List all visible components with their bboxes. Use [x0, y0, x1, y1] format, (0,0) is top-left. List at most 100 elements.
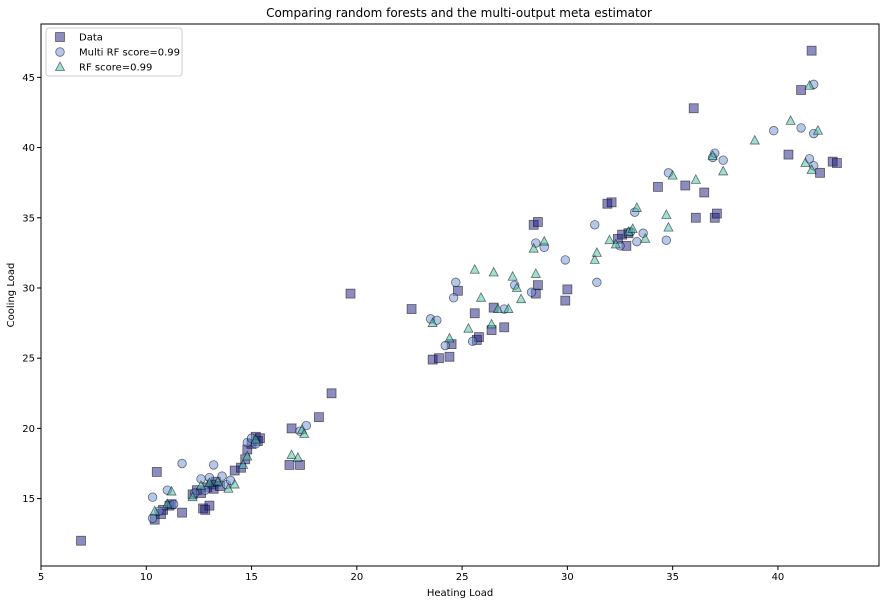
- multi-rf-point: [208, 460, 219, 470]
- rf-point: [690, 174, 701, 184]
- data-point-square: [76, 535, 86, 546]
- y-tick-label: 30: [22, 283, 35, 294]
- data-point-square: [690, 212, 701, 223]
- rf-point: [627, 223, 638, 233]
- rf-point: [187, 491, 198, 502]
- x-axis-label: Heating Load: [427, 588, 493, 599]
- data-point-square: [796, 85, 806, 95]
- rf-point: [162, 498, 173, 509]
- data-point-square: [286, 423, 297, 434]
- legend-entry-label: Data: [79, 33, 103, 44]
- y-tick-label: 35: [22, 213, 35, 224]
- legend: Data Multi RF score=0.99 RF score=0.99: [45, 27, 183, 77]
- rf-point: [463, 322, 474, 333]
- rf-point: [661, 209, 672, 219]
- multi-rf-point: [590, 220, 600, 230]
- data-point-square: [562, 284, 573, 295]
- data-point-square: [151, 467, 162, 477]
- data-point-square: [831, 158, 842, 168]
- rf-point: [806, 164, 817, 174]
- multi-rf-point: [592, 277, 602, 288]
- rf-point: [204, 477, 215, 488]
- multi-rf-point: [769, 126, 779, 136]
- data-point-square: [688, 103, 699, 114]
- multi-rf-point: [661, 235, 672, 245]
- rf-point: [229, 478, 240, 489]
- multi-rf-point: [467, 336, 478, 347]
- legend-box: [45, 27, 183, 77]
- rf-point: [166, 485, 177, 496]
- rf-point: [667, 169, 678, 180]
- data-point-square: [204, 500, 215, 511]
- data-point-square: [606, 197, 617, 208]
- rf-point: [286, 449, 297, 459]
- rf-point: [242, 450, 253, 461]
- rf-point: [528, 242, 539, 253]
- multi-rf-point: [448, 293, 459, 303]
- data-marks: [76, 45, 842, 546]
- rf-point: [804, 79, 815, 90]
- data-point-square: [680, 180, 691, 191]
- rf-point: [604, 234, 615, 245]
- data-point-square: [653, 181, 663, 192]
- rf-point: [427, 317, 438, 327]
- rf-point: [195, 480, 207, 490]
- rf-point: [812, 124, 824, 135]
- x-axis-ticks: 5 10 15 20 25 30 35 40: [38, 566, 784, 583]
- x-tick-label: 25: [456, 572, 469, 583]
- rf-point: [149, 505, 160, 516]
- x-tick-label: 10: [140, 572, 153, 583]
- data-point-square: [444, 351, 455, 362]
- rf-point: [237, 459, 249, 469]
- y-tick-label: 25: [22, 354, 35, 365]
- x-tick-label: 40: [772, 572, 785, 583]
- rf-point: [640, 232, 651, 243]
- y-axis-label: Cooling Load: [6, 263, 17, 328]
- data-point-square: [699, 187, 710, 198]
- plot-frame: [40, 23, 880, 567]
- rf-point: [663, 221, 674, 232]
- multi-rf-point: [177, 458, 187, 469]
- rf-point: [503, 303, 514, 313]
- multi-rf-point: [560, 255, 570, 265]
- rf-point: [488, 266, 499, 277]
- data-point-square: [783, 149, 794, 160]
- rf-point: [749, 134, 760, 145]
- data-point-square: [284, 460, 295, 470]
- legend-marker-square: [55, 32, 65, 42]
- data-point-square: [815, 167, 825, 178]
- data-point-square: [533, 217, 543, 227]
- legend-entry-label: RF score=0.99: [79, 63, 152, 74]
- y-tick-label: 20: [22, 424, 35, 435]
- legend-entry-label: Multi RF score=0.99: [79, 48, 180, 59]
- data-point-square: [434, 353, 444, 364]
- y-tick-label: 15: [22, 494, 35, 505]
- data-point-square: [560, 295, 571, 306]
- rf-point: [539, 235, 550, 246]
- rf-point: [469, 263, 480, 274]
- data-point-square: [406, 304, 417, 314]
- rf-point: [475, 291, 487, 302]
- data-point-square: [806, 45, 817, 56]
- data-point-square: [345, 288, 356, 299]
- rf-point: [299, 428, 310, 438]
- rf-point: [515, 293, 527, 304]
- rf-point: [492, 303, 504, 313]
- x-tick-label: 5: [38, 572, 44, 583]
- data-point-square: [326, 388, 337, 399]
- multi-rf-point: [440, 340, 450, 351]
- multi-rf-point: [147, 492, 158, 502]
- y-tick-label: 40: [22, 143, 35, 154]
- y-axis-ticks: 15 20 25 30 35 40 45: [22, 73, 41, 505]
- x-tick-label: 15: [245, 572, 258, 583]
- data-point-square: [711, 208, 722, 219]
- rf-point: [530, 268, 541, 278]
- multi-rf-point: [718, 155, 728, 165]
- x-tick-label: 35: [666, 572, 679, 583]
- legend-marker-circle: [55, 47, 65, 57]
- rf-point: [511, 282, 523, 292]
- rf-point: [212, 475, 224, 486]
- rf-point: [486, 318, 497, 329]
- data-point-square: [533, 280, 543, 291]
